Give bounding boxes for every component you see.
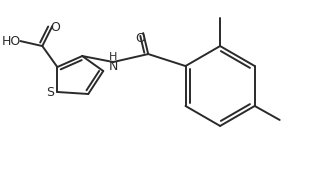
Text: N: N — [109, 60, 118, 73]
Text: H: H — [109, 52, 117, 62]
Text: S: S — [46, 86, 54, 100]
Text: O: O — [135, 31, 145, 45]
Text: O: O — [50, 21, 60, 34]
Text: HO: HO — [2, 35, 21, 48]
